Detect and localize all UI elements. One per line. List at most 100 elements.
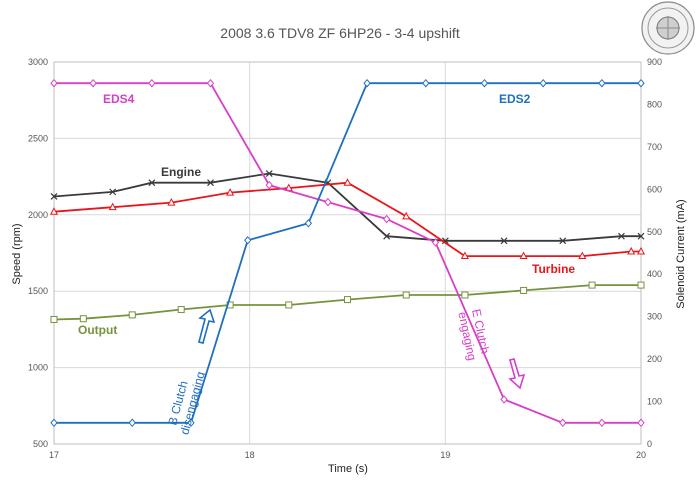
data-point-output: [285, 301, 293, 309]
data-point-eds4: [324, 197, 332, 207]
y2-tick-label: 700: [647, 142, 662, 152]
data-point-engine: [441, 237, 449, 245]
data-point-turbine: [402, 211, 411, 220]
annotation-e-clutch: E Clutch engaging: [455, 308, 492, 362]
data-point-turbine: [108, 202, 117, 211]
chart-title: 2008 3.6 TDV8 ZF 6HP26 - 3-4 upshift: [220, 25, 460, 41]
data-point-eds2: [637, 78, 645, 88]
series-line-eds4: [54, 82, 641, 424]
series-layer: [49, 78, 646, 428]
data-point-output: [588, 281, 596, 289]
data-point-eds4: [206, 78, 215, 88]
series-line-engine: [53, 172, 641, 242]
data-point-engine: [109, 188, 117, 196]
data-point-output: [461, 291, 469, 299]
data-point-eds2: [363, 78, 371, 88]
data-point-turbine: [460, 251, 469, 260]
data-point-eds2: [422, 78, 430, 88]
data-point-eds4: [382, 214, 391, 224]
data-point-eds4: [265, 180, 273, 190]
annotation-b-clutch: B Clutch disengaging: [165, 370, 207, 436]
y2-tick-label: 0: [647, 439, 652, 449]
y2-tick-label: 100: [647, 397, 662, 407]
b-clutch-arrow-icon: [198, 308, 216, 344]
series-line-eds2: [54, 82, 641, 424]
series-line-output: [53, 284, 641, 321]
data-point-eds4: [500, 395, 508, 404]
annotation-eds2: EDS2: [499, 92, 531, 106]
data-point-engine: [207, 179, 214, 187]
data-point-eds4: [89, 78, 97, 88]
data-point-engine: [500, 237, 508, 245]
x-tick-label: 19: [440, 450, 450, 460]
data-point-output: [402, 291, 410, 299]
y-tick-label: 3000: [28, 57, 48, 67]
series-line-turbine: [53, 181, 641, 258]
data-point-engine: [50, 193, 58, 200]
e-clutch-arrow-icon: [508, 358, 526, 390]
series-eds4: [50, 78, 645, 428]
data-point-eds2: [539, 78, 547, 88]
data-point-output: [344, 296, 351, 304]
data-point-output: [177, 306, 185, 314]
y2-tick-label: 200: [647, 354, 662, 364]
data-point-eds4: [50, 78, 58, 88]
data-point-output: [128, 311, 136, 319]
annotation-engine: Engine: [161, 165, 201, 179]
x-tick-label: 20: [636, 450, 646, 460]
data-point-output: [520, 286, 528, 294]
data-point-output: [50, 315, 58, 323]
data-point-engine: [559, 237, 567, 245]
data-point-eds2: [187, 418, 195, 428]
y-axis-label: Speed (rpm): [11, 223, 23, 284]
data-point-output: [79, 315, 87, 323]
data-point-turbine: [627, 246, 636, 255]
series-engine: [50, 170, 645, 245]
data-point-turbine: [578, 251, 587, 260]
series-eds2: [50, 78, 645, 428]
data-point-eds2: [128, 418, 136, 428]
data-point-engine: [637, 232, 645, 240]
seal-logo-icon: [641, 1, 695, 55]
data-point-eds4: [598, 418, 606, 428]
y2-tick-label: 800: [647, 99, 662, 109]
data-point-eds4: [637, 418, 645, 428]
data-point-eds4: [431, 238, 440, 247]
y-tick-label: 2000: [28, 210, 48, 220]
data-point-turbine: [167, 198, 176, 206]
data-point-eds2: [304, 219, 313, 228]
y-tick-label: 500: [33, 439, 48, 449]
data-point-turbine: [226, 188, 235, 196]
series-output: [50, 281, 645, 323]
plot-area-border: [53, 61, 642, 445]
annotation-eds4: EDS4: [103, 92, 135, 106]
data-point-engine: [383, 232, 391, 240]
x-tick-label: 18: [245, 450, 255, 460]
data-point-eds4: [148, 78, 156, 88]
data-point-turbine: [519, 251, 528, 260]
data-point-engine: [148, 179, 156, 187]
y2-tick-label: 500: [647, 227, 662, 237]
y-tick-label: 1500: [28, 286, 48, 296]
data-point-eds2: [480, 78, 489, 88]
data-point-eds4: [559, 418, 567, 428]
axes: 500 1000 1500 2000 2500 3000 0 100 200 300 400 500 6…: [28, 57, 662, 460]
annotation-turbine: Turbine: [532, 262, 575, 276]
data-point-eds2: [50, 418, 58, 428]
y2-tick-label: 300: [647, 312, 662, 322]
data-point-turbine: [343, 178, 352, 186]
y2-tick-label: 900: [647, 57, 662, 67]
data-point-turbine: [49, 207, 59, 215]
data-point-eds2: [244, 235, 252, 245]
data-point-engine: [265, 170, 273, 177]
data-point-turbine: [636, 246, 646, 255]
y2-tick-label: 600: [647, 184, 662, 194]
series-turbine: [49, 178, 646, 260]
x-axis-label: Time (s): [328, 463, 368, 475]
y2-tick-label: 400: [647, 269, 662, 279]
y2-axis-label: Solenoid Current (mA): [675, 199, 687, 308]
data-point-eds2: [598, 78, 606, 88]
y-tick-label: 1000: [28, 363, 48, 373]
annotation-output: Output: [78, 323, 117, 337]
